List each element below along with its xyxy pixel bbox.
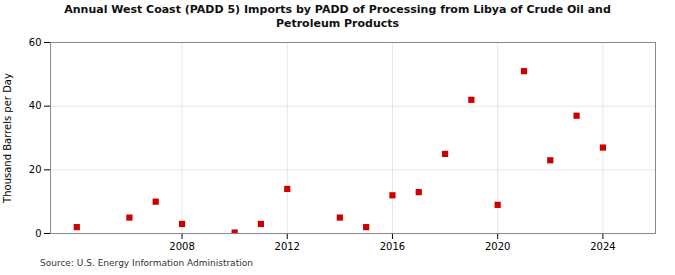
svg-text:2012: 2012 <box>275 240 300 251</box>
svg-text:2024: 2024 <box>590 240 615 251</box>
html-text:Source: U.S. Energy Informatio: Source: U.S. Energy Information Administ… <box>40 257 253 268</box>
svg-text:2020: 2020 <box>485 240 510 251</box>
html-text:Petroleum Products: Petroleum Products <box>275 17 400 31</box>
svg-text:0: 0 <box>35 227 41 238</box>
svg-text:40: 40 <box>29 100 42 111</box>
svg-text:60: 60 <box>29 36 42 47</box>
svg-text:Thousand Barrels per Day: Thousand Barrels per Day <box>2 73 13 204</box>
html-text:Annual West Coast (PADD 5) Imp: Annual West Coast (PADD 5) Imports by PA… <box>64 3 611 16</box>
svg-text:20: 20 <box>29 164 42 175</box>
svg-text:2016: 2016 <box>380 240 405 251</box>
svg-text:2008: 2008 <box>169 240 194 251</box>
